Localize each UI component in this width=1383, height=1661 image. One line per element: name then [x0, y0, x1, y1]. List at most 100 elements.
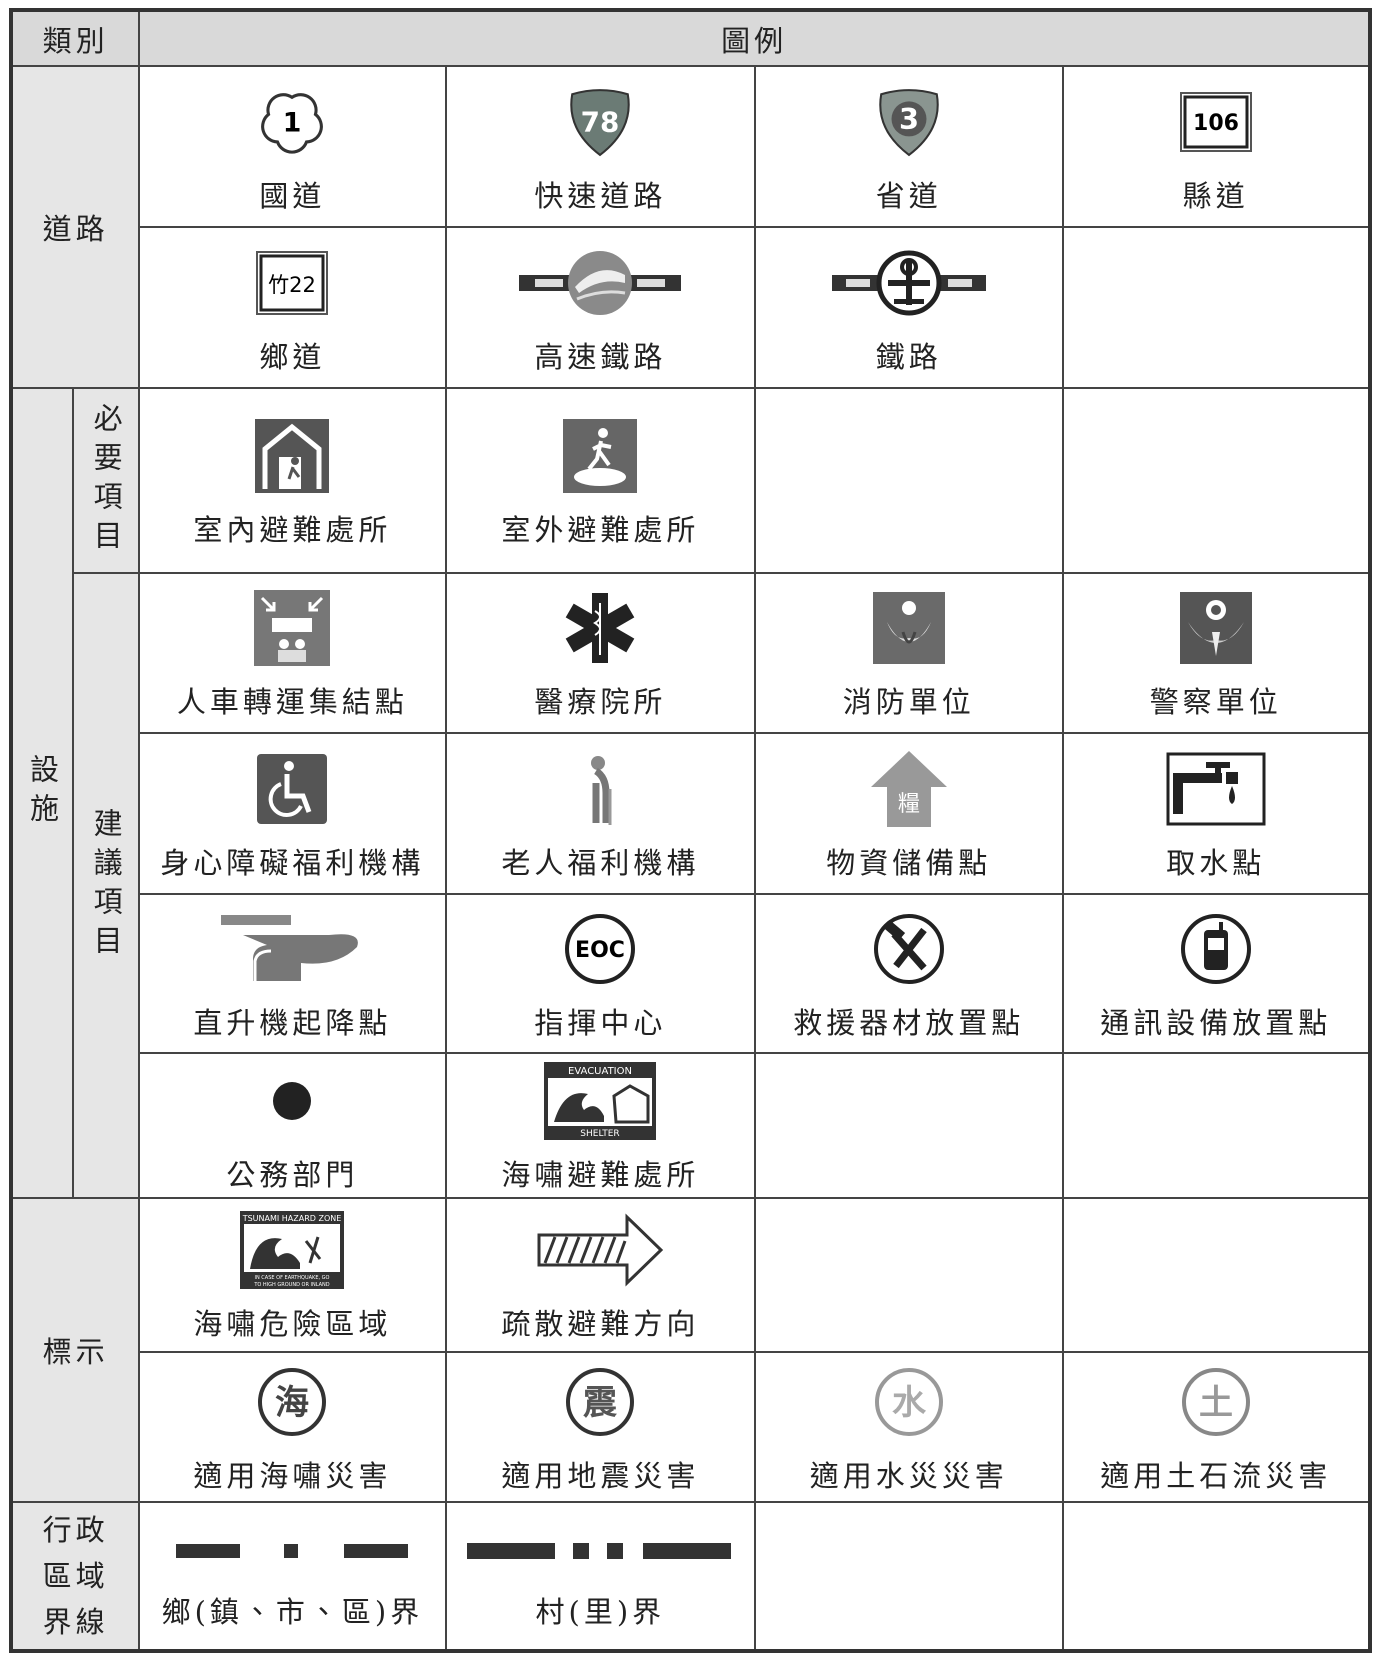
empty-cell [754, 1052, 1064, 1199]
icon-shape [1225, 771, 1238, 784]
legend-cell: 醫療院所 [444, 572, 757, 734]
icon-box [1064, 585, 1369, 671]
category-label: 標示 [42, 1335, 109, 1369]
icon-box [140, 585, 444, 671]
icon-shape [1166, 752, 1266, 825]
icon-text: 3 [899, 102, 919, 136]
icon-box: 震 [447, 1359, 754, 1445]
icon: EOC [565, 913, 636, 984]
icon-shape [901, 601, 916, 615]
icon-text: TSUNAMI HAZARD ZONE [242, 1214, 342, 1223]
icon [273, 1081, 312, 1120]
icon-shape [905, 260, 912, 305]
icon-text: 糧 [898, 792, 920, 817]
icon-shape [870, 750, 947, 827]
legend-cell: 高速鐵路 [444, 226, 757, 389]
legend-table: 類別 圖例 道路 1 國道 78 快速道路 3 省道 106 縣道 竹22 鄉道 高速鐵路… [9, 8, 1372, 1653]
icon-shape [295, 639, 306, 649]
legend-cell: 海適用海嘯災害 [138, 1351, 447, 1503]
icon-box: 水 [756, 1359, 1061, 1445]
icon-shape [591, 755, 606, 770]
legend-label: 人車轉運集結點 [176, 685, 408, 719]
empty-cell [754, 1501, 1064, 1652]
icon: 糧 [870, 750, 947, 827]
empty-cell [754, 1197, 1064, 1353]
icon: EVACUATION SHELTER [544, 1061, 657, 1140]
legend-cell: 室內避難處所 [138, 387, 447, 574]
legend-label: 海嘯危險區域 [193, 1307, 392, 1341]
icon: 海 [258, 1368, 327, 1436]
icon-box: 3 [756, 79, 1061, 165]
header-cell: 類別 [9, 9, 141, 67]
legend-label: 老人福利機構 [501, 845, 700, 880]
icon-text: EOC [575, 938, 625, 963]
icon-box [140, 746, 444, 832]
icon [221, 914, 359, 981]
empty-cell [1061, 226, 1371, 389]
icon-box [756, 906, 1061, 992]
legend-cell: 鐵路 [754, 226, 1064, 389]
icon: 震 [566, 1368, 635, 1436]
subcategory-label: 必要項目 [89, 402, 124, 559]
icon-shape [947, 278, 972, 287]
legend-cell: 78 快速道路 [444, 65, 757, 228]
legend-cell: TSUNAMI HAZARD ZONE IN CASE OF EARTHQUAKE… [138, 1197, 447, 1353]
icon-shape [344, 1544, 409, 1558]
legend-label: 警察單位 [1149, 685, 1282, 719]
legend-cell: 1 國道 [138, 65, 447, 228]
icon-shape [259, 254, 325, 311]
legend-label: 適用海嘯災害 [193, 1459, 392, 1493]
icon [254, 590, 331, 666]
icon-text: SHELTER [581, 1129, 620, 1139]
icon-shape [566, 1368, 635, 1436]
legend-label: 物資儲備點 [826, 845, 992, 880]
icon-shape [592, 767, 610, 823]
icon: 1 [261, 92, 324, 154]
icon [255, 418, 330, 493]
icon-shape [1207, 937, 1224, 950]
icon-box [447, 746, 754, 832]
icon-shape [874, 1368, 943, 1436]
icon-shape [284, 760, 295, 771]
icon-shape [256, 250, 329, 315]
icon [519, 250, 682, 315]
icon-shape [467, 1543, 556, 1559]
legend-label: 縣道 [1182, 178, 1249, 213]
icon-box: 土 [1064, 1359, 1369, 1445]
legend-label: 省道 [875, 178, 942, 213]
legend-label: 直升機起降點 [193, 1005, 392, 1040]
icon-text: 竹22 [269, 273, 317, 297]
icon-text: 1 [283, 107, 302, 138]
legend-label: 公務部門 [226, 1157, 359, 1192]
category-label: 行政區域界線 [42, 1513, 109, 1639]
legend-label: 室外避難處所 [501, 512, 700, 547]
legend-label: 適用水災災害 [809, 1459, 1008, 1493]
icon-box: 糧 [756, 746, 1061, 832]
legend-cell: 公務部門 [138, 1052, 447, 1199]
icon-shape [575, 269, 626, 293]
icon-shape [1228, 785, 1235, 804]
header-cell: 圖例 [138, 9, 1371, 67]
icon-shape [1205, 761, 1230, 768]
icon-shape [587, 440, 612, 470]
legend-cell: 疏散避難方向 [444, 1197, 757, 1353]
icon: 106 [1179, 91, 1252, 152]
icon-box [756, 240, 1061, 326]
icon-shape [243, 933, 359, 981]
icon-shape [607, 1543, 624, 1559]
legend-cell: EOC 指揮中心 [444, 893, 757, 1054]
icon-shape [176, 1544, 241, 1558]
icon-shape [291, 456, 300, 465]
icon [563, 418, 638, 493]
icon-shape [543, 1236, 627, 1264]
icon-shape [279, 639, 290, 649]
icon-shape [284, 773, 312, 813]
icon-shape [272, 618, 313, 632]
icon-box: 1 [140, 79, 444, 165]
icon-shape [269, 781, 304, 817]
icon-shape [899, 257, 918, 276]
legend-cell: 取水點 [1061, 732, 1371, 895]
icon: 土 [1181, 1368, 1250, 1436]
icon-text: 海 [275, 1383, 309, 1423]
legend-label: 海嘯避難處所 [501, 1157, 700, 1192]
